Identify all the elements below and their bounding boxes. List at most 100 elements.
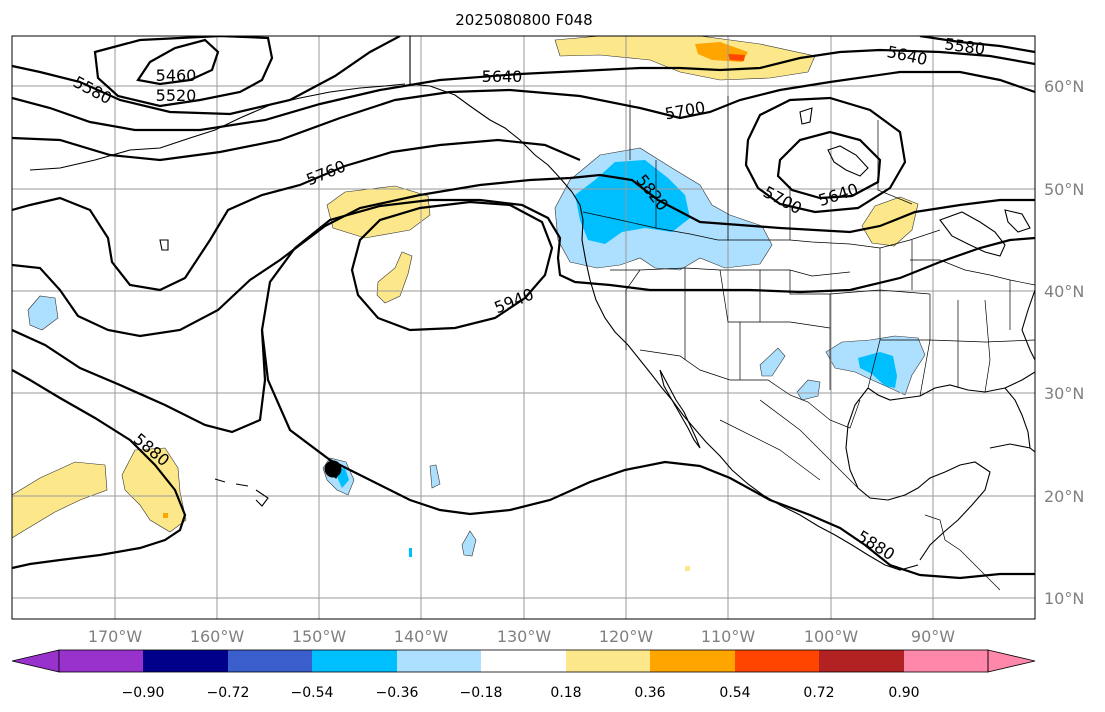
colorbar-segment [819,650,904,672]
colorbar-tick-label: −0.36 [376,685,419,701]
colorbar-segment [481,650,566,672]
contour-5880-south [12,369,187,570]
mexico-states [719,399,1001,591]
contour-5760 [12,138,581,292]
colorbar-segment [397,650,481,672]
yucatan [919,461,991,561]
colorbar-extend-high [987,649,1036,673]
pacific-island [159,239,169,251]
contour-5880-central [260,329,1035,580]
gulf-mexico-west [845,387,946,501]
political-borders [409,36,1035,591]
map-frame [11,35,1036,620]
colorbar-frame [58,649,989,673]
colorbar [11,649,1036,673]
pos-anomaly-alaska-strong [728,54,745,61]
contour-5820 [12,173,1035,338]
map-panel: 5460 5520 5580 5640 5700 5760 5820 5880 … [12,34,1035,619]
hawaii-chain [214,478,269,507]
colorbar-segment [735,650,819,672]
contour-5640-low [776,130,882,200]
latitude-labels: 60°N 50°N 40°N 30°N 20°N 10°N [1044,77,1084,608]
lat-label: 30°N [1044,384,1084,403]
us-states [610,240,1035,397]
colorbar-tick-label: −0.18 [460,685,503,701]
contour-5700-low [744,96,907,214]
colorbar-segment [312,650,397,672]
contour-5700-west [12,70,1035,162]
lon-label: 150°W [292,627,347,646]
contour-label: 5460 [156,66,197,85]
contour-label: 5580 [943,34,986,58]
lat-label: 60°N [1044,77,1084,96]
pos-anomaly-small-dot [685,566,690,571]
pos-anomaly-central-pacific-core [163,513,168,518]
lon-label: 130°W [497,627,552,646]
colorbar-tick-label: −0.90 [122,685,165,701]
lon-label: 90°W [911,627,955,646]
longitude-labels: 170°W 160°W 150°W 140°W 130°W 120°W 110°… [88,627,955,646]
great-lakes [939,209,1031,257]
baja-california [659,369,701,449]
contour-5580-ne [919,36,1035,54]
us-mexico-border [639,349,861,429]
canada-provinces [629,96,913,240]
colorbar-tick-label: −0.72 [207,685,250,701]
contour-5580-west [12,36,401,116]
contour-5460 [136,38,220,86]
colorbar-tick-label: 0.90 [888,685,919,701]
neg-anomaly-small-south [461,530,477,557]
contour-5880-main [12,198,1035,434]
map-title: 2025080800 F048 [455,11,592,29]
pos-anomaly-pacific-mid [376,251,413,304]
contour-label: 5640 [482,67,523,86]
cuba [989,443,1035,453]
lon-label: 170°W [88,627,143,646]
pos-anomaly-west-pacific [12,461,108,539]
gulf-of-mexico [867,371,1035,401]
lat-label: 40°N [1044,282,1084,301]
lat-label: 50°N [1044,180,1084,199]
pos-anomaly-central-pacific [121,447,187,533]
us-canada-border [582,211,941,249]
lon-label: 120°W [599,627,654,646]
east-us [1021,289,1035,361]
neg-anomaly-tiny [409,548,412,557]
neg-anomaly-pacific-northwest-core [575,160,690,244]
lon-label: 110°W [701,627,756,646]
colorbar-tick-label: 0.72 [803,685,834,701]
colorbar-segment [143,650,228,672]
colorbar-tick-label: 0.54 [719,685,750,701]
lon-label: 140°W [394,627,449,646]
florida [1004,387,1031,449]
colorbar-segment [59,650,143,672]
colorbar-segment [904,650,988,672]
contour-5940 [350,200,554,332]
lat-label: 10°N [1044,589,1084,608]
neg-anomaly-small-pacific [27,295,59,331]
contour-label: 5520 [156,86,197,105]
aleutian-islands [29,83,406,171]
alaska-coast [409,36,573,193]
lon-label: 160°W [190,627,245,646]
neg-anomaly-small-east [429,464,441,489]
lat-label: 20°N [1044,487,1084,506]
neg-anomaly-mexico-2 [796,379,821,401]
colorbar-tick-label: −0.54 [291,685,334,701]
colorbar-extend-low [11,649,60,673]
colorbar-segment [566,650,650,672]
colorbar-segment [228,650,312,672]
colorbar-labels: −0.90 −0.72 −0.54 −0.36 −0.18 0.18 0.36 … [122,685,920,701]
lon-label: 100°W [804,627,859,646]
contour-5640-west [12,48,1035,132]
colorbar-tick-label: 0.36 [634,685,665,701]
contour-5520 [93,36,274,108]
neg-anomaly-texas-core [858,352,897,388]
neg-anomaly-mexico-1 [759,347,786,377]
hudson-bay [799,107,869,177]
height-contours [12,36,1035,580]
coastlines [29,36,1035,571]
colorbar-segment [650,650,735,672]
colorbar-tick-label: 0.18 [550,685,581,701]
